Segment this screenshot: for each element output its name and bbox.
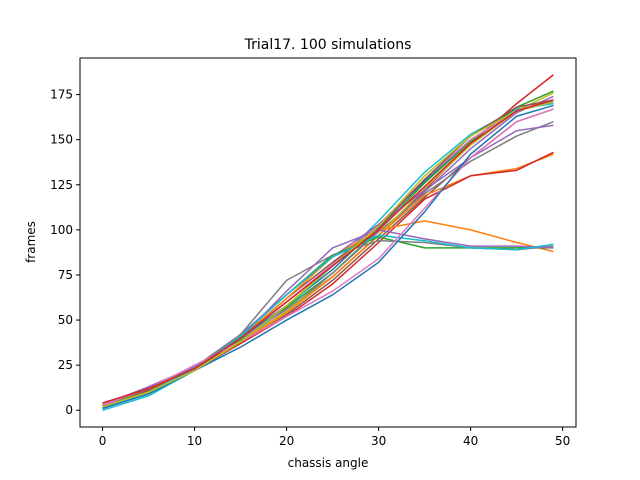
- series-line-11: [102, 151, 554, 406]
- series-line-18: [102, 234, 554, 410]
- y-tick-label: 0: [65, 403, 73, 417]
- plot-frame: [79, 57, 577, 428]
- y-tick-label: 100: [50, 223, 73, 237]
- x-tick-label: 40: [463, 434, 478, 448]
- plot-lines: [102, 74, 554, 411]
- y-tick-label: 125: [50, 178, 73, 192]
- series-line-21: [102, 101, 554, 408]
- series-line-5: [102, 95, 554, 406]
- series-line-8: [102, 120, 554, 408]
- series-line-22: [102, 99, 554, 404]
- series-line-1: [102, 74, 554, 406]
- x-tick-label: 30: [371, 434, 386, 448]
- x-axis-ticks: 0 10 20 30 40 50: [99, 427, 570, 448]
- series-line-19: [102, 108, 554, 406]
- x-tick-label: 50: [555, 434, 570, 448]
- y-tick-label: 75: [58, 268, 73, 282]
- series-line-9: [102, 92, 554, 408]
- y-tick-label: 50: [58, 313, 73, 327]
- x-axis-label: chassis angle: [288, 456, 369, 470]
- x-tick-label: 10: [187, 434, 202, 448]
- chart-title: Trial17. 100 simulations: [244, 37, 412, 53]
- y-axis-ticks: 0 25 50 75 100 125 150 175: [50, 88, 80, 417]
- y-axis-label: frames: [24, 221, 38, 263]
- series-line-10: [102, 153, 554, 410]
- x-tick-label: 20: [279, 434, 294, 448]
- y-tick-label: 25: [58, 358, 73, 372]
- x-tick-label: 0: [99, 434, 107, 448]
- y-tick-label: 150: [50, 133, 73, 147]
- series-line-2: [102, 101, 554, 408]
- y-tick-label: 175: [50, 88, 73, 102]
